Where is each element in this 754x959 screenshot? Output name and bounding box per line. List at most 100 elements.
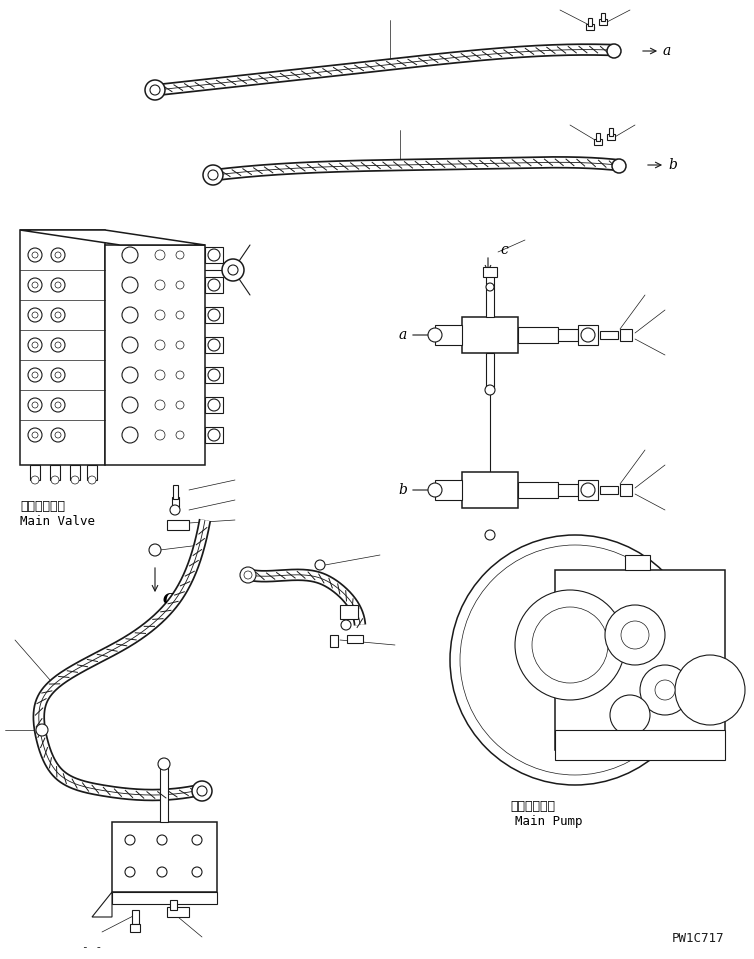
Bar <box>340 605 358 619</box>
Bar <box>578 480 598 500</box>
Bar <box>132 910 139 924</box>
Bar <box>609 128 613 136</box>
Bar <box>620 484 632 496</box>
Circle shape <box>155 250 165 260</box>
Circle shape <box>55 372 61 378</box>
Bar <box>205 397 223 413</box>
Circle shape <box>122 277 138 293</box>
Circle shape <box>486 283 494 291</box>
Circle shape <box>244 571 252 579</box>
Circle shape <box>155 310 165 320</box>
Circle shape <box>32 252 38 258</box>
Circle shape <box>51 476 59 484</box>
Bar <box>205 427 223 443</box>
Circle shape <box>208 249 220 261</box>
Circle shape <box>341 620 351 630</box>
Circle shape <box>55 312 61 318</box>
Text: PW1C717: PW1C717 <box>672 932 725 945</box>
Circle shape <box>428 483 442 497</box>
Bar <box>596 133 600 141</box>
Circle shape <box>176 311 184 319</box>
Bar <box>518 482 558 498</box>
Bar <box>555 570 725 750</box>
Circle shape <box>208 339 220 351</box>
Circle shape <box>228 265 238 275</box>
Bar <box>594 139 602 145</box>
Bar <box>462 317 518 353</box>
Circle shape <box>515 590 625 700</box>
Circle shape <box>203 165 223 185</box>
Bar <box>625 555 650 570</box>
Bar <box>130 924 140 932</box>
Bar <box>578 325 598 345</box>
Circle shape <box>155 280 165 290</box>
Circle shape <box>51 368 65 382</box>
Bar <box>435 480 462 500</box>
Circle shape <box>28 308 42 322</box>
Bar <box>205 337 223 353</box>
Circle shape <box>192 835 202 845</box>
Bar <box>112 822 217 892</box>
Text: - -: - - <box>82 942 103 952</box>
Circle shape <box>157 835 167 845</box>
Circle shape <box>208 399 220 411</box>
Circle shape <box>28 398 42 412</box>
Circle shape <box>28 248 42 262</box>
Circle shape <box>32 312 38 318</box>
Circle shape <box>640 665 690 715</box>
Circle shape <box>581 483 595 497</box>
Bar <box>486 275 494 317</box>
Circle shape <box>158 758 170 770</box>
Bar <box>172 497 179 507</box>
Text: b: b <box>398 483 407 497</box>
Circle shape <box>51 248 65 262</box>
Circle shape <box>208 369 220 381</box>
Circle shape <box>55 402 61 408</box>
Bar <box>112 892 217 904</box>
Circle shape <box>32 372 38 378</box>
Text: C: C <box>163 593 175 607</box>
Bar <box>483 267 497 277</box>
Bar <box>87 465 97 480</box>
Circle shape <box>176 281 184 289</box>
Circle shape <box>155 340 165 350</box>
Circle shape <box>450 535 700 785</box>
Bar <box>205 247 223 263</box>
Circle shape <box>176 251 184 259</box>
Circle shape <box>51 278 65 292</box>
Circle shape <box>155 370 165 380</box>
Bar <box>620 329 632 341</box>
Bar <box>555 730 725 760</box>
Circle shape <box>32 432 38 438</box>
Bar <box>558 329 578 341</box>
Bar <box>167 907 189 917</box>
Bar <box>588 18 592 26</box>
Circle shape <box>208 309 220 321</box>
Circle shape <box>208 429 220 441</box>
Bar <box>558 484 578 496</box>
Circle shape <box>88 476 96 484</box>
Bar <box>599 19 607 25</box>
Circle shape <box>145 80 165 100</box>
Circle shape <box>240 567 256 583</box>
Circle shape <box>51 428 65 442</box>
Circle shape <box>55 432 61 438</box>
Circle shape <box>71 476 79 484</box>
Bar <box>600 331 618 339</box>
Circle shape <box>485 530 495 540</box>
Circle shape <box>197 786 207 796</box>
Bar <box>586 24 594 30</box>
Circle shape <box>55 282 61 288</box>
Circle shape <box>125 835 135 845</box>
Circle shape <box>122 367 138 383</box>
Circle shape <box>605 605 665 665</box>
Circle shape <box>55 342 61 348</box>
Circle shape <box>192 781 212 801</box>
Circle shape <box>655 680 675 700</box>
Text: メインポンプ: メインポンプ <box>510 800 555 813</box>
Bar <box>170 900 177 910</box>
Text: b: b <box>668 158 677 172</box>
Circle shape <box>176 371 184 379</box>
Bar <box>160 767 168 822</box>
Bar <box>205 307 223 323</box>
